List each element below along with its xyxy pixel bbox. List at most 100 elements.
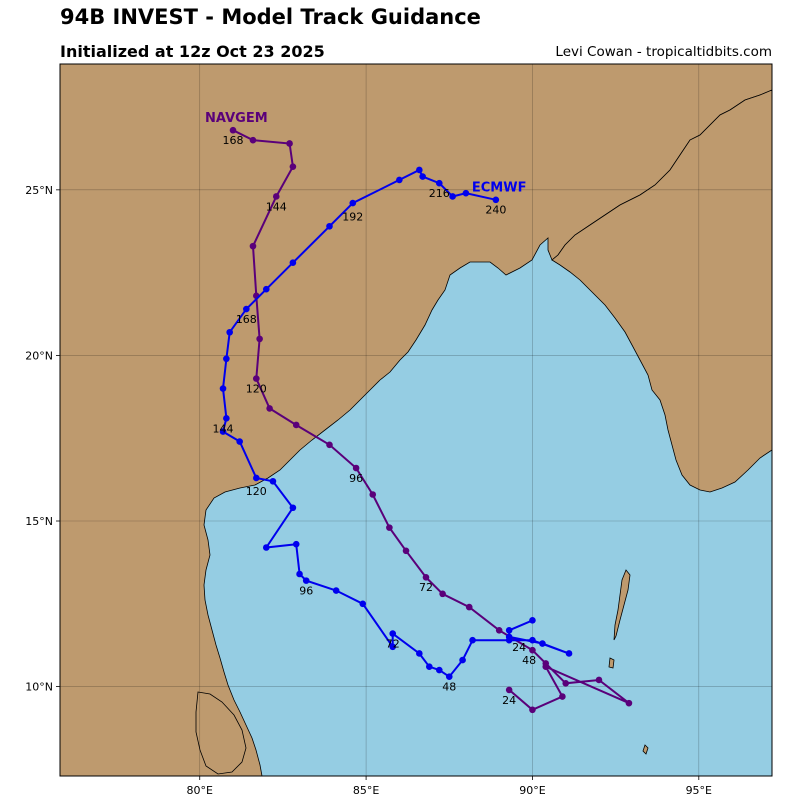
ecmwf-track-point	[505, 626, 513, 634]
navgem-track-point	[625, 699, 633, 707]
ecmwf-track-point	[505, 636, 513, 644]
ecmwf-track-point	[292, 540, 300, 548]
navgem-track-point	[439, 590, 446, 598]
navgem-track-point	[559, 693, 566, 700]
ecmwf-track-point	[326, 222, 333, 230]
ecmwf-track-point	[565, 650, 573, 657]
ecmwf-hour-label: 48	[522, 654, 536, 667]
x-tick-label: 90°E	[519, 784, 545, 797]
y-tick-label: 15°N	[25, 515, 53, 528]
model-tracks	[219, 126, 633, 714]
ecmwf-track-point	[262, 544, 270, 551]
navgem-track-point	[495, 626, 503, 634]
ecmwf-hour-label: 192	[342, 210, 363, 223]
ecmwf-track-point	[223, 355, 230, 363]
ecmwf-track-point	[223, 415, 230, 422]
navgem-hour-label: 120	[246, 383, 267, 396]
ecmwf-track-point	[289, 504, 297, 512]
ecmwf-hour-label: 96	[299, 585, 313, 598]
ecmwf-track-point	[359, 600, 367, 608]
navgem-track-point	[562, 679, 570, 687]
ecmwf-track-point	[289, 259, 297, 266]
navgem-track-point	[422, 574, 430, 581]
y-tick-label: 25°N	[25, 184, 53, 197]
navgem-hour-label: 72	[419, 581, 433, 594]
land-myanmar	[551, 89, 772, 493]
navgem-track-point	[289, 163, 297, 170]
land-sri-lanka	[195, 691, 247, 775]
ecmwf-track-point	[269, 477, 277, 485]
land-andaman-islet	[608, 657, 615, 669]
navgem-track-point	[272, 193, 280, 200]
ecmwf-track-point	[416, 166, 423, 174]
navgem-track-point	[529, 706, 536, 714]
ecmwf-track-point	[416, 650, 423, 657]
ecmwf-track-point	[445, 673, 453, 680]
ecmwf-track-point	[435, 666, 443, 674]
navgem-track-point	[505, 686, 513, 694]
ecmwf-track-point	[349, 199, 357, 207]
axis-ticks: 80°E 85°E 90°E 95°E 10°N 15°N 20°N 25°N	[25, 184, 712, 797]
x-tick-label: 95°E	[686, 784, 712, 797]
ecmwf-model-label: ECMWF	[472, 181, 527, 196]
ecmwf-hour-label: 48	[442, 681, 456, 694]
navgem-hour-label: 144	[266, 200, 287, 213]
track-labels: 247296120144168NAVGEM2448487296120144168…	[205, 111, 536, 707]
ecmwf-track-point	[389, 643, 397, 651]
ecmwf-track-point	[302, 577, 310, 584]
ecmwf-track-point	[419, 173, 426, 180]
ecmwf-track-point	[219, 428, 227, 435]
ecmwf-track-point	[539, 640, 546, 647]
navgem-track-point	[229, 126, 237, 134]
ecmwf-track-point	[226, 328, 233, 336]
navgem-track-point	[529, 646, 536, 654]
ecmwf-track-point	[449, 193, 456, 200]
ecmwf-track-point	[296, 570, 303, 578]
navgem-track-point	[266, 405, 273, 412]
ecmwf-track-point	[469, 636, 476, 644]
map-grid	[60, 64, 772, 776]
ecmwf-hour-label: 144	[213, 422, 234, 435]
plot-frame	[59, 63, 773, 777]
ecmwf-hour-label: 24	[512, 641, 526, 654]
credit-text: Levi Cowan - tropicaltidbits.com	[555, 44, 772, 60]
ecmwf-track-point	[389, 630, 397, 637]
navgem-model-label: NAVGEM	[205, 111, 268, 126]
navgem-track-point	[249, 136, 257, 144]
ecmwf-track-point	[426, 663, 433, 671]
y-tick-label: 10°N	[25, 681, 53, 694]
navgem-track-point	[595, 676, 603, 684]
navgem-track-point	[252, 375, 260, 382]
navgem-hour-label: 168	[223, 134, 244, 147]
land-andaman-islands	[613, 569, 631, 641]
navgem-track-point	[369, 491, 377, 498]
ecmwf-track-point	[252, 474, 260, 482]
chart-title: 94B INVEST - Model Track Guidance	[60, 5, 481, 29]
ecmwf-track-point	[332, 587, 340, 594]
ecmwf-track-point	[529, 617, 536, 624]
land-nicobar-islet	[642, 744, 649, 755]
ecmwf-track-point	[219, 385, 227, 392]
ecmwf-track-point	[262, 285, 270, 293]
x-tick-label: 85°E	[353, 784, 379, 797]
ecmwf-track-point	[462, 189, 470, 197]
navgem-track-point	[386, 524, 393, 531]
ecmwf-hour-label: 216	[429, 187, 450, 200]
navgem-track-point	[286, 140, 293, 147]
navgem-track-point	[326, 441, 333, 449]
ecmwf-hour-label: 240	[485, 204, 506, 217]
navgem-track-point	[465, 603, 473, 611]
navgem-hour-label: 24	[502, 694, 516, 707]
x-tick-label: 80°E	[187, 784, 213, 797]
ecmwf-track-line	[221, 168, 570, 679]
navgem-track-point	[352, 464, 360, 472]
chart-subtitle: Initialized at 12z Oct 23 2025	[60, 42, 325, 61]
ecmwf-track-point	[396, 176, 403, 184]
ecmwf-track-point	[236, 438, 243, 445]
ecmwf-hour-label: 72	[386, 638, 400, 651]
navgem-track-point	[542, 660, 550, 667]
map-area	[60, 64, 772, 776]
ecmwf-track-point	[243, 305, 250, 313]
ecmwf-track-point	[529, 636, 536, 644]
